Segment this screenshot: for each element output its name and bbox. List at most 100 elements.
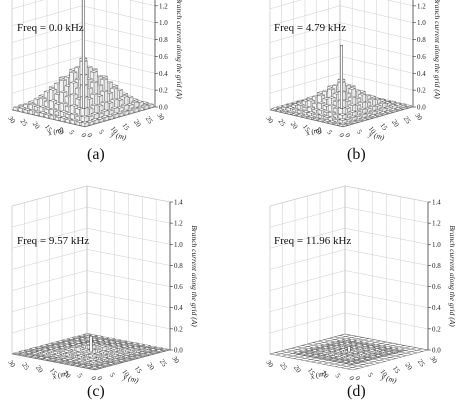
bar (311, 352, 320, 356)
bar (106, 337, 116, 341)
x-tick-label: 25 (19, 117, 30, 128)
x-tick-label: 20 (292, 364, 303, 375)
bar (13, 351, 22, 355)
y-tick-label: 30 (170, 355, 181, 366)
z-tick-label: 1.0 (432, 241, 441, 249)
wall-gridline (269, 312, 429, 334)
chart-d-plot: 0.0 0.2 0.4 0.6 0.8 1.0 1.2 1.4 Branch current a… (264, 185, 457, 385)
peak-bar (340, 45, 343, 109)
bar (30, 352, 39, 356)
x-tick-label: 5 (76, 372, 85, 380)
bar (368, 114, 378, 119)
y-tick-label: 20 (390, 118, 401, 129)
z-tick-label: 0.0 (417, 104, 426, 112)
bar (122, 355, 131, 359)
x-tick-label: 0 (337, 132, 346, 140)
y-tick-label: 25 (158, 358, 169, 369)
z-tick-label: 0.6 (159, 53, 168, 61)
bar (112, 339, 122, 343)
bar (54, 357, 63, 361)
x-tick-label: 5 (325, 129, 334, 137)
bar (66, 362, 76, 366)
bar (348, 120, 358, 124)
bar (31, 355, 40, 359)
x-tick-label: 10 (55, 126, 66, 137)
bar (338, 122, 348, 127)
y-tick-label: 20 (132, 118, 143, 129)
y-tick-label: 25 (144, 115, 155, 126)
y-axis: 0 5 10 15 20 25 30 y (m) (95, 355, 181, 386)
z-axis-label: Branch current along the grid (A) (190, 225, 199, 327)
bar (360, 341, 369, 345)
bar (118, 340, 127, 344)
z-tick-label: 0.6 (174, 283, 183, 291)
y-tick-label: 20 (145, 361, 156, 372)
bar (100, 361, 109, 365)
z-tick-label: 1.2 (432, 220, 441, 228)
y-tick-label: 5 (366, 371, 375, 379)
bar (329, 358, 338, 362)
z-tick-label: 0.2 (159, 87, 168, 95)
y-tick-label: 10 (120, 368, 131, 379)
y-axis-label: y (m) (379, 372, 398, 385)
x-tick-label: 10 (320, 369, 331, 380)
freq-annotation-d: Freq = 11.96 kHz (274, 235, 352, 247)
x-tick-label: 20 (34, 364, 45, 375)
y-tick-label: 15 (391, 365, 402, 376)
x-tick-label: 0 (347, 375, 356, 383)
bar (341, 360, 350, 364)
wall-gridline (11, 270, 171, 291)
bar (90, 366, 99, 370)
wall-gridline (269, 291, 429, 312)
x-axis-label: x (m) (46, 125, 65, 138)
x-tick-label: 25 (278, 361, 289, 372)
bar (60, 361, 70, 365)
bar (307, 115, 316, 120)
freq-annotation-b: Freq = 4.79 kHz (274, 22, 347, 34)
x-axis-label: x (m) (304, 125, 323, 138)
panel-label-d: (d) (347, 383, 366, 400)
y-tick-label: 15 (133, 365, 144, 376)
z-tick-label: 0.6 (432, 283, 441, 291)
bar (317, 355, 327, 359)
panel-label-c: (c) (87, 383, 105, 400)
z-tick-label: 1.2 (417, 2, 426, 10)
y-axis: 0 5 10 15 20 25 30 y (m) (85, 112, 166, 143)
bar (323, 354, 332, 358)
bar (300, 352, 309, 356)
z-axis-label: Branch current along the grid (A) (433, 0, 442, 99)
y-tick-label: 20 (403, 361, 414, 372)
y-tick-label: 30 (428, 355, 439, 366)
peak-bar (82, 0, 85, 109)
bar (25, 354, 34, 358)
y-axis-label: y (m) (367, 129, 386, 142)
y-tick-label: 15 (120, 122, 131, 133)
x-tick-label: 30 (264, 115, 275, 126)
back-walls (11, 0, 156, 111)
chart-panel-c: 0.0 0.2 0.4 0.6 0.8 1.0 1.2 1.4 Branch current a… (0, 185, 237, 400)
bar (116, 353, 125, 358)
z-tick-label: 1.2 (159, 2, 168, 10)
bar (299, 349, 308, 353)
z-tick-label: 0.2 (432, 325, 441, 333)
bar (377, 345, 387, 349)
bar (101, 363, 110, 367)
z-tick-label: 0.4 (432, 304, 441, 312)
bar (378, 111, 388, 116)
z-tick-label: 1.4 (432, 199, 441, 207)
x-tick-label: 15 (43, 123, 54, 134)
bars (12, 57, 155, 127)
x-tick-label: 20 (289, 120, 300, 131)
bar (296, 113, 306, 118)
z-tick-label: 0.8 (159, 36, 168, 44)
z-tick-label: 0.0 (432, 347, 441, 355)
bar (310, 346, 319, 351)
bar (368, 355, 378, 359)
x-tick-label: 10 (62, 369, 73, 380)
bar (294, 351, 303, 355)
